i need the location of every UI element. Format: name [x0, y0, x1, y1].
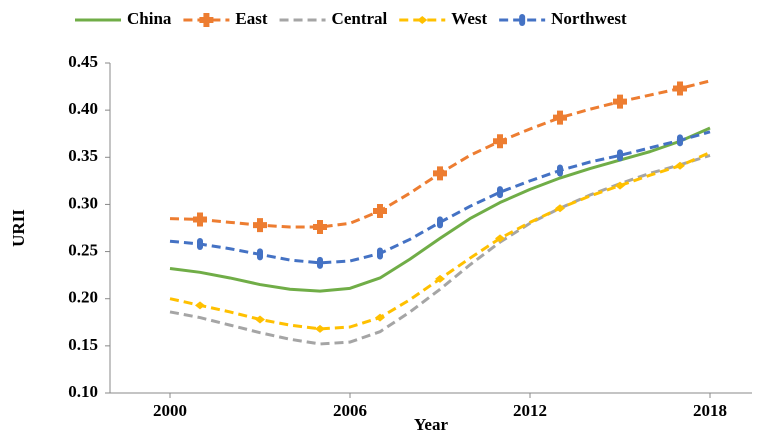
legend-label: Northwest	[551, 9, 627, 28]
legend-label: West	[451, 9, 487, 28]
marker	[313, 220, 327, 235]
marker	[613, 94, 627, 109]
x-tick-label: 2012	[513, 401, 547, 420]
marker	[315, 324, 325, 333]
y-tick-label: 0.25	[68, 240, 98, 259]
y-tick-label: 0.20	[68, 288, 98, 307]
marker	[253, 218, 267, 233]
marker	[257, 248, 263, 261]
x-axis-label: Year	[414, 415, 448, 434]
marker	[677, 134, 683, 147]
y-tick-label: 0.45	[68, 52, 98, 71]
marker	[557, 164, 563, 177]
marker	[255, 315, 265, 324]
marker	[493, 134, 507, 149]
y-axis-label: URII	[9, 209, 28, 247]
marker	[675, 161, 685, 170]
x-tick-label: 2006	[333, 401, 367, 420]
y-tick-label: 0.15	[68, 335, 98, 354]
marker	[377, 247, 383, 260]
legend-marker	[199, 13, 214, 27]
marker	[435, 274, 445, 283]
marker	[673, 81, 687, 96]
x-tick-label: 2018	[693, 401, 727, 420]
marker	[195, 301, 205, 310]
marker	[193, 212, 207, 227]
marker	[433, 166, 447, 181]
marker	[555, 204, 565, 213]
y-tick-label: 0.10	[68, 382, 98, 401]
marker	[553, 110, 567, 125]
legend-label: Central	[332, 9, 388, 28]
legend-marker	[519, 14, 526, 26]
series-line	[169, 130, 711, 265]
legend-label: China	[127, 9, 172, 28]
marker	[437, 216, 443, 229]
marker	[317, 256, 323, 269]
marker	[615, 181, 625, 190]
x-tick-label: 2000	[153, 401, 187, 420]
marker	[375, 313, 385, 322]
marker	[617, 149, 623, 162]
marker	[373, 204, 387, 219]
marker	[197, 238, 203, 251]
legend-label: East	[235, 9, 267, 28]
y-tick-label: 0.30	[68, 193, 98, 212]
legend-marker	[417, 16, 428, 24]
y-tick-label: 0.35	[68, 146, 98, 165]
y-tick-label: 0.40	[68, 99, 98, 118]
marker	[497, 186, 503, 199]
marker	[495, 234, 505, 243]
